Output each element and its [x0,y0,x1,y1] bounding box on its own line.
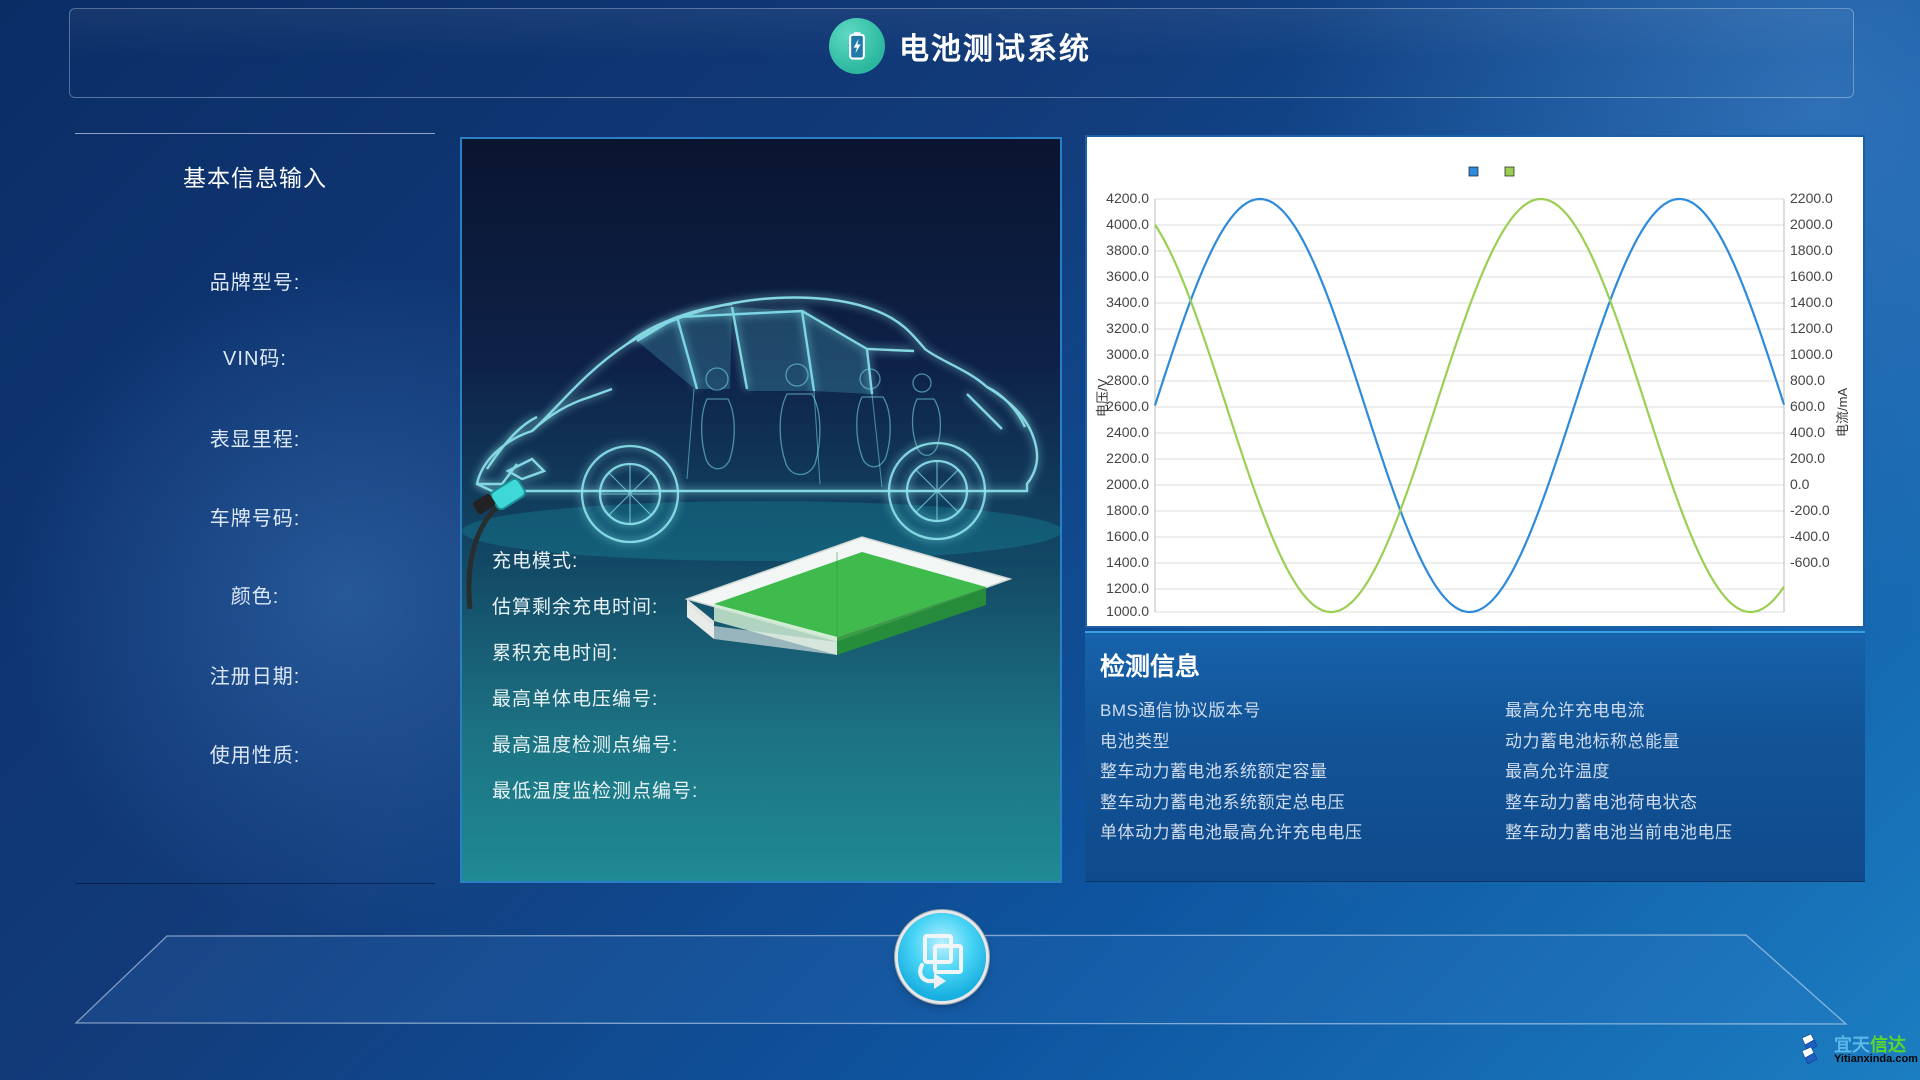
svg-text:600.0: 600.0 [1790,398,1825,414]
svg-text:1800.0: 1800.0 [1106,502,1149,518]
svg-text:3800.0: 3800.0 [1106,242,1149,258]
svg-text:4200.0: 4200.0 [1106,190,1149,206]
svg-text:-400.0: -400.0 [1790,528,1830,544]
svg-text:2600.0: 2600.0 [1106,398,1149,414]
svg-text:电压/V: 电压/V [1095,378,1110,417]
svg-text:2000.0: 2000.0 [1106,476,1149,492]
svg-text:1200.0: 1200.0 [1790,320,1833,336]
svg-text:3200.0: 3200.0 [1106,320,1149,336]
svg-text:1600.0: 1600.0 [1106,528,1149,544]
svg-text:3400.0: 3400.0 [1106,294,1149,310]
svg-text:3000.0: 3000.0 [1106,346,1149,362]
svg-text:0.0: 0.0 [1790,476,1810,492]
svg-text:1400.0: 1400.0 [1106,554,1149,570]
svg-text:2200.0: 2200.0 [1106,450,1149,466]
svg-text:-200.0: -200.0 [1790,502,1830,518]
svg-text:1800.0: 1800.0 [1790,242,1833,258]
svg-text:3600.0: 3600.0 [1106,268,1149,284]
svg-text:2000.0: 2000.0 [1790,216,1833,232]
svg-text:4000.0: 4000.0 [1106,216,1149,232]
svg-text:1000.0: 1000.0 [1106,603,1149,619]
svg-text:800.0: 800.0 [1790,372,1825,388]
svg-text:1600.0: 1600.0 [1790,268,1833,284]
svg-text:2400.0: 2400.0 [1106,424,1149,440]
svg-text:200.0: 200.0 [1790,450,1825,466]
svg-text:2800.0: 2800.0 [1106,372,1149,388]
svg-text:1400.0: 1400.0 [1790,294,1833,310]
svg-text:-600.0: -600.0 [1790,554,1830,570]
svg-text:2200.0: 2200.0 [1790,190,1833,206]
svg-text:电流/mA: 电流/mA [1835,388,1850,437]
svg-text:400.0: 400.0 [1790,424,1825,440]
svg-text:1200.0: 1200.0 [1106,580,1149,596]
svg-text:1000.0: 1000.0 [1790,346,1833,362]
